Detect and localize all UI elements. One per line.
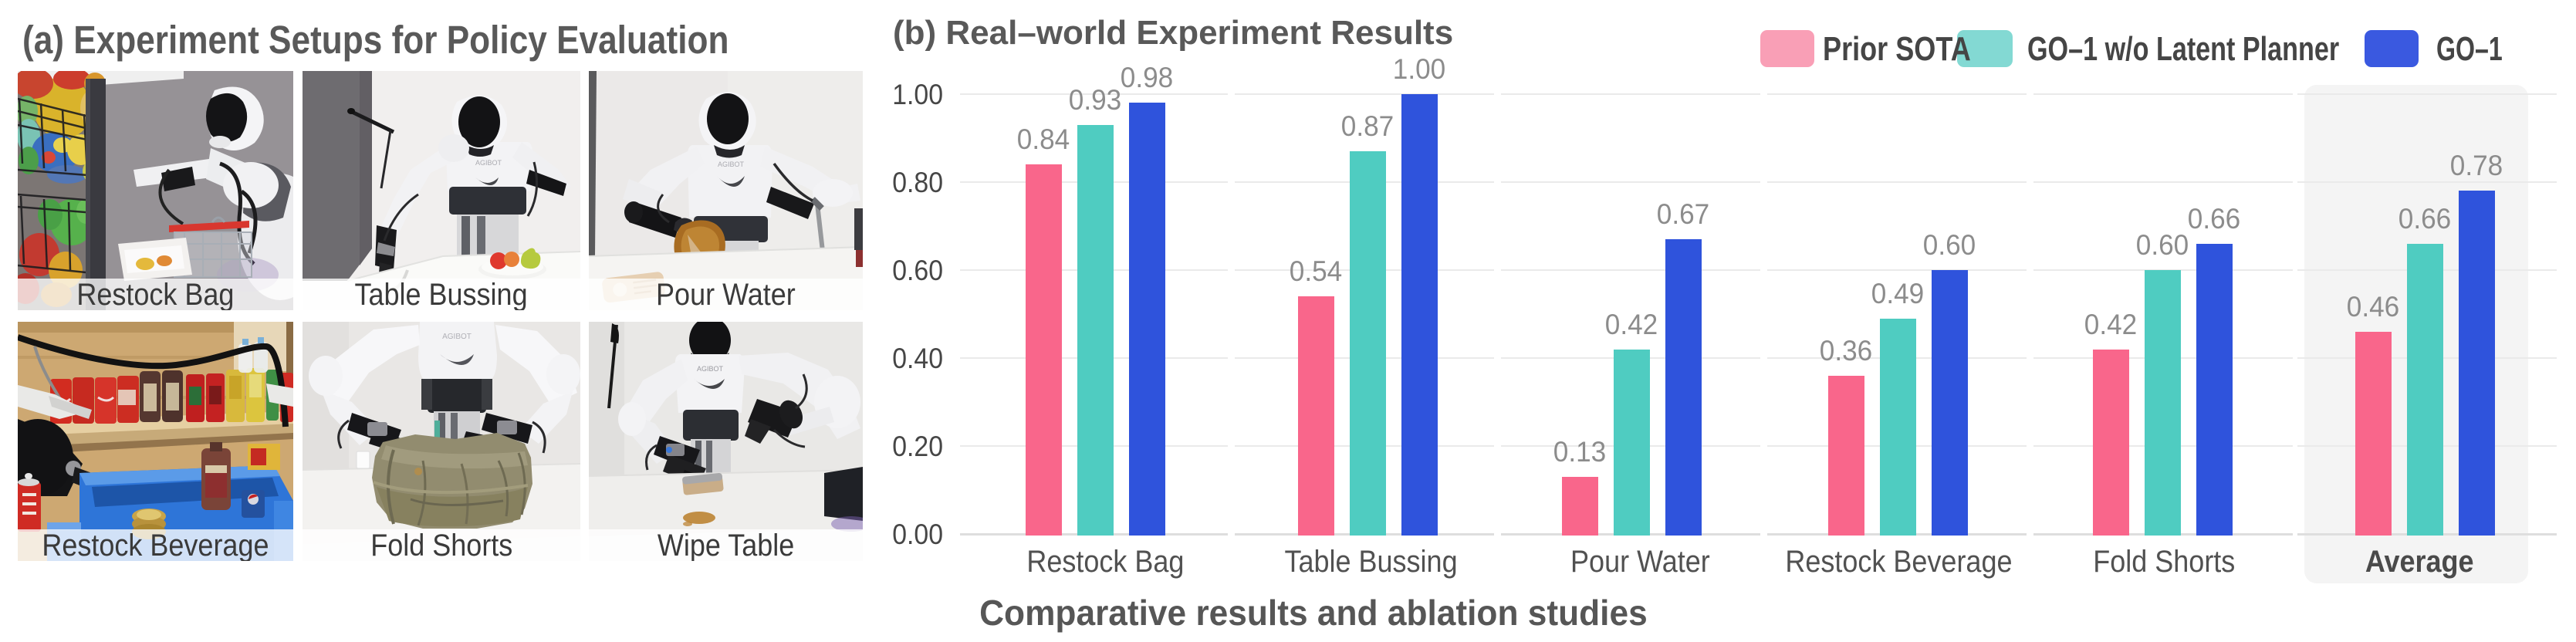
- svg-text:AGIBOT: AGIBOT: [718, 160, 745, 168]
- svg-text:AGIBOT: AGIBOT: [697, 365, 724, 373]
- svg-text:AGIBOT: AGIBOT: [442, 333, 472, 341]
- svg-text:AGIBOT: AGIBOT: [475, 159, 502, 167]
